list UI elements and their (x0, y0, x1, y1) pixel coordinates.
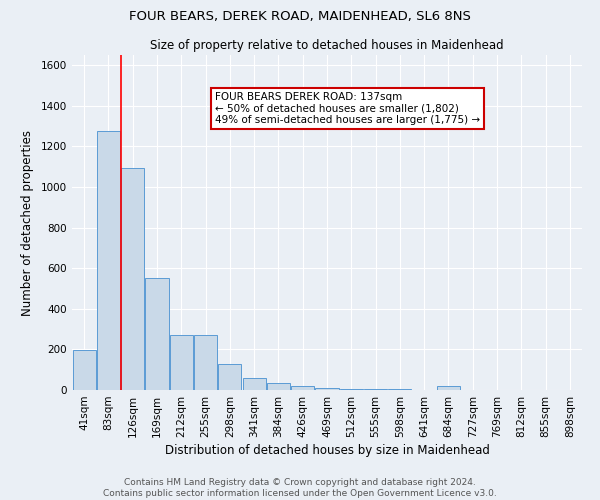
Bar (170, 335, 193, 390)
Bar (364, 389, 387, 390)
Bar (242, 378, 266, 390)
Y-axis label: Number of detached properties: Number of detached properties (21, 130, 34, 316)
Title: Size of property relative to detached houses in Maidenhead: Size of property relative to detached ho… (150, 40, 504, 52)
Bar (316, 388, 338, 390)
Bar (121, 168, 144, 390)
Text: Contains HM Land Registry data © Crown copyright and database right 2024.
Contai: Contains HM Land Registry data © Crown c… (103, 478, 497, 498)
Bar (145, 278, 169, 390)
Bar (388, 389, 412, 390)
Bar (194, 335, 217, 390)
Text: FOUR BEARS, DEREK ROAD, MAIDENHEAD, SL6 8NS: FOUR BEARS, DEREK ROAD, MAIDENHEAD, SL6 … (129, 10, 471, 23)
Bar (340, 388, 363, 390)
Bar (437, 386, 460, 390)
Bar (218, 364, 241, 390)
Bar (97, 131, 120, 390)
Bar (73, 350, 95, 390)
X-axis label: Distribution of detached houses by size in Maidenhead: Distribution of detached houses by size … (164, 444, 490, 457)
Text: FOUR BEARS DEREK ROAD: 137sqm
← 50% of detached houses are smaller (1,802)
49% o: FOUR BEARS DEREK ROAD: 137sqm ← 50% of d… (215, 92, 480, 125)
Bar (291, 386, 314, 390)
Bar (267, 383, 290, 390)
